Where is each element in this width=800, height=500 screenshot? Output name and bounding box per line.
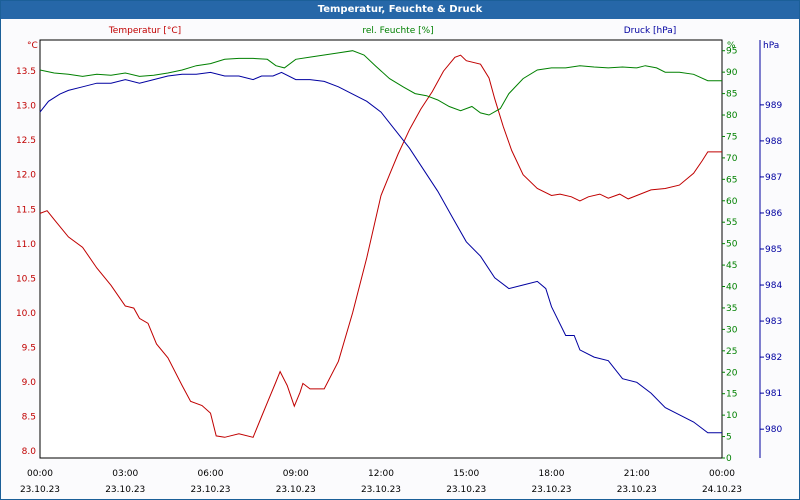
temperature-axis: 13.5 13.0 12.5 12.0 11.5 11.0 10.5 10.0 9.5 9.0 8.… [16,67,36,457]
series-line-pressure [39,71,722,434]
temperature-tick-label: 12.5 [16,136,36,146]
humidity-tick-label: 70 [726,154,738,164]
date-tick-label: 23.10.23 [20,485,60,495]
plot-frame [39,39,761,459]
pressure-tick-label: 986 [765,209,782,219]
pressure-tick-label: 984 [765,281,782,291]
time-tick-label: 15:00 [453,469,479,479]
date-tick-label: 23.10.23 [446,485,486,495]
humidity-tick-label: 90 [726,68,738,78]
pressure-tick-label: 980 [765,425,782,435]
date-tick-label: 23.10.23 [276,485,316,495]
time-tick-label: 18:00 [539,469,565,479]
date-tick-label: 24.10.23 [702,485,742,495]
date-tick-label: 23.10.23 [361,485,401,495]
temperature-tick-label: 10.0 [16,309,36,319]
pressure-tick-label: 985 [765,245,782,255]
humidity-tick-label: 75 [726,132,737,142]
date-tick-label: 23.10.23 [617,485,657,495]
humidity-tick-label: 45 [726,261,737,271]
humidity-axis-label: rel. Feuchte [%] [362,26,433,36]
date-tick-label: 23.10.23 [190,485,230,495]
temperature-tick-label: 9.5 [22,343,36,353]
time-tick-label: 09:00 [283,469,309,479]
pressure-axis: 989 988 987 986 985 984 983 982 981 980 [760,101,782,435]
humidity-tick-label: 40 [726,283,738,293]
series-line-temperature [39,54,722,438]
pressure-tick-label: 982 [765,353,782,363]
humidity-tick-label: 55 [726,218,737,228]
humidity-tick-label: 5 [726,433,732,443]
time-tick-label: 06:00 [198,469,224,479]
time-tick-label: 00:00 [27,469,53,479]
time-tick-label: 12:00 [368,469,394,479]
plot-border [39,39,723,459]
pressure-tick-label: 981 [765,389,782,399]
humidity-tick-label: 35 [726,304,737,314]
series-layer [39,50,722,438]
humidity-tick-label: 95 [726,47,737,57]
temperature-tick-label: 11.5 [16,205,36,215]
pressure-tick-label: 989 [765,101,782,111]
series-line-humidity [39,50,722,116]
pressure-tick-label: 987 [765,173,782,183]
temperature-tick-label: 12.0 [16,171,36,181]
temperature-tick-label: 10.5 [16,274,36,284]
time-tick-label: 00:00 [709,469,735,479]
temperature-tick-label: 13.0 [16,102,36,112]
pressure-unit: hPa [763,41,779,51]
date-tick-label: 23.10.23 [105,485,145,495]
time-tick-label: 03:00 [112,469,138,479]
humidity-tick-label: 0 [726,454,732,464]
humidity-tick-label: 15 [726,390,737,400]
pressure-tick-label: 983 [765,317,782,327]
date-tick-label: 23.10.23 [531,485,571,495]
humidity-unit: % [727,41,736,51]
time-axis: 00:00 23.10.23 03:00 23.10.23 06:00 23.10.23 0… [20,469,742,495]
humidity-tick-label: 85 [726,90,737,100]
temperature-tick-label: 13.5 [16,67,36,77]
plot-area [40,40,722,458]
humidity-tick-label: 60 [726,197,738,207]
chart-title: Temperatur, Feuchte & Druck [1,1,799,19]
temperature-tick-label: 8.0 [22,447,37,457]
humidity-tick-label: 80 [726,111,738,121]
temperature-unit: °C [27,41,38,51]
humidity-tick-label: 65 [726,175,737,185]
humidity-tick-label: 10 [726,411,738,421]
pressure-axis-label: Druck [hPa] [624,26,677,36]
humidity-tick-label: 30 [726,325,738,335]
time-tick-label: 21:00 [624,469,650,479]
humidity-tick-label: 50 [726,240,738,250]
humidity-tick-label: 20 [726,368,738,378]
temperature-tick-label: 11.0 [16,240,36,250]
temperature-axis-label: Temperatur [°C] [108,26,181,36]
pressure-tick-label: 988 [765,137,782,147]
temperature-tick-label: 9.0 [22,378,37,388]
humidity-tick-label: 25 [726,347,737,357]
temperature-tick-label: 8.5 [22,413,36,423]
